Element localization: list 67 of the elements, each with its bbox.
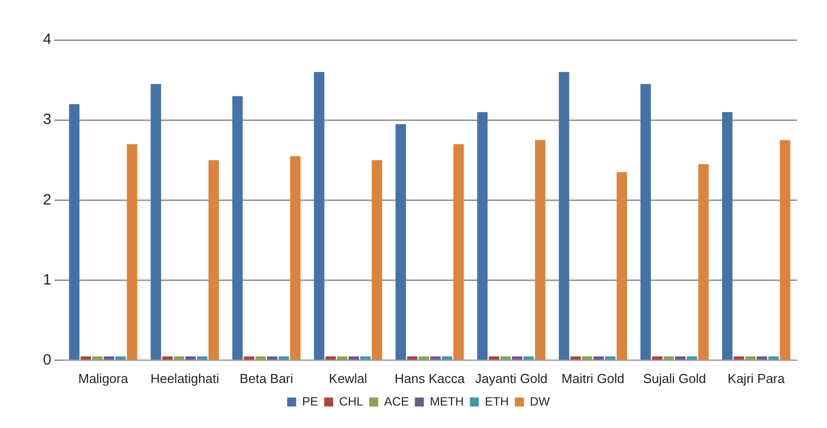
bar	[348, 356, 360, 360]
bar	[652, 356, 662, 360]
bar	[616, 172, 628, 360]
bar	[290, 156, 301, 360]
bar	[477, 112, 488, 360]
bar	[418, 356, 430, 360]
legend-label: ACE	[384, 394, 409, 408]
x-tick-label: Jayanti Gold	[475, 370, 548, 386]
bar	[126, 144, 138, 360]
bar	[605, 356, 616, 360]
bar	[640, 84, 651, 360]
bar	[722, 112, 732, 360]
legend-label: DW	[530, 394, 551, 408]
x-tick-label: Beta Bari	[240, 370, 294, 386]
legend-label: ETH	[484, 394, 509, 408]
bar	[69, 104, 80, 360]
x-tick-label: Sujali Gold	[643, 370, 706, 386]
bar	[325, 356, 336, 360]
bar	[92, 356, 103, 360]
bar	[185, 356, 196, 360]
bar	[686, 356, 698, 360]
bar	[337, 356, 348, 360]
bar	[255, 356, 266, 360]
y-tick-label: 1	[43, 271, 52, 288]
bar	[570, 356, 581, 360]
bar	[698, 164, 709, 360]
bar	[780, 140, 790, 360]
bar	[582, 356, 592, 360]
bar	[396, 124, 406, 360]
bar	[535, 140, 546, 360]
bar	[80, 356, 92, 360]
bar	[512, 356, 522, 360]
bar	[734, 356, 744, 360]
legend-label: PE	[302, 394, 318, 408]
bar	[372, 160, 382, 360]
bar	[407, 356, 418, 360]
bar	[278, 356, 289, 360]
bar	[208, 160, 219, 360]
y-tick-label: 4	[43, 31, 52, 48]
bar	[150, 84, 162, 360]
y-tick-label: 2	[43, 191, 52, 208]
x-tick-label: Kajri Para	[728, 370, 786, 386]
bar	[523, 356, 534, 360]
x-tick-label: Hans Kacca	[394, 370, 466, 386]
x-tick-label: Maligora	[78, 370, 129, 386]
bar	[558, 72, 570, 360]
bar	[594, 356, 604, 360]
bar	[244, 356, 254, 360]
x-tick-label: Heelatighati	[150, 370, 220, 386]
bar	[453, 144, 464, 360]
bar	[430, 356, 441, 360]
bar	[745, 356, 756, 360]
bar	[360, 356, 371, 360]
y-tick-label: 0	[43, 352, 52, 369]
bar	[162, 356, 173, 360]
x-tick-label: Maitri Gold	[562, 370, 624, 386]
bar	[104, 356, 114, 360]
bar	[675, 356, 686, 360]
bar	[266, 356, 278, 360]
y-tick-label: 3	[43, 111, 52, 128]
x-tick-label: Kewlal	[328, 370, 368, 386]
bar	[314, 72, 324, 360]
bar	[232, 96, 243, 360]
bar	[196, 356, 208, 360]
legend-label: METH	[430, 394, 464, 408]
bar	[664, 356, 674, 360]
legend-label: CHL	[339, 394, 364, 408]
